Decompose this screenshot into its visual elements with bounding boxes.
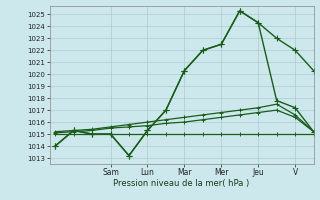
X-axis label: Pression niveau de la mer( hPa ): Pression niveau de la mer( hPa ): [114, 179, 250, 188]
